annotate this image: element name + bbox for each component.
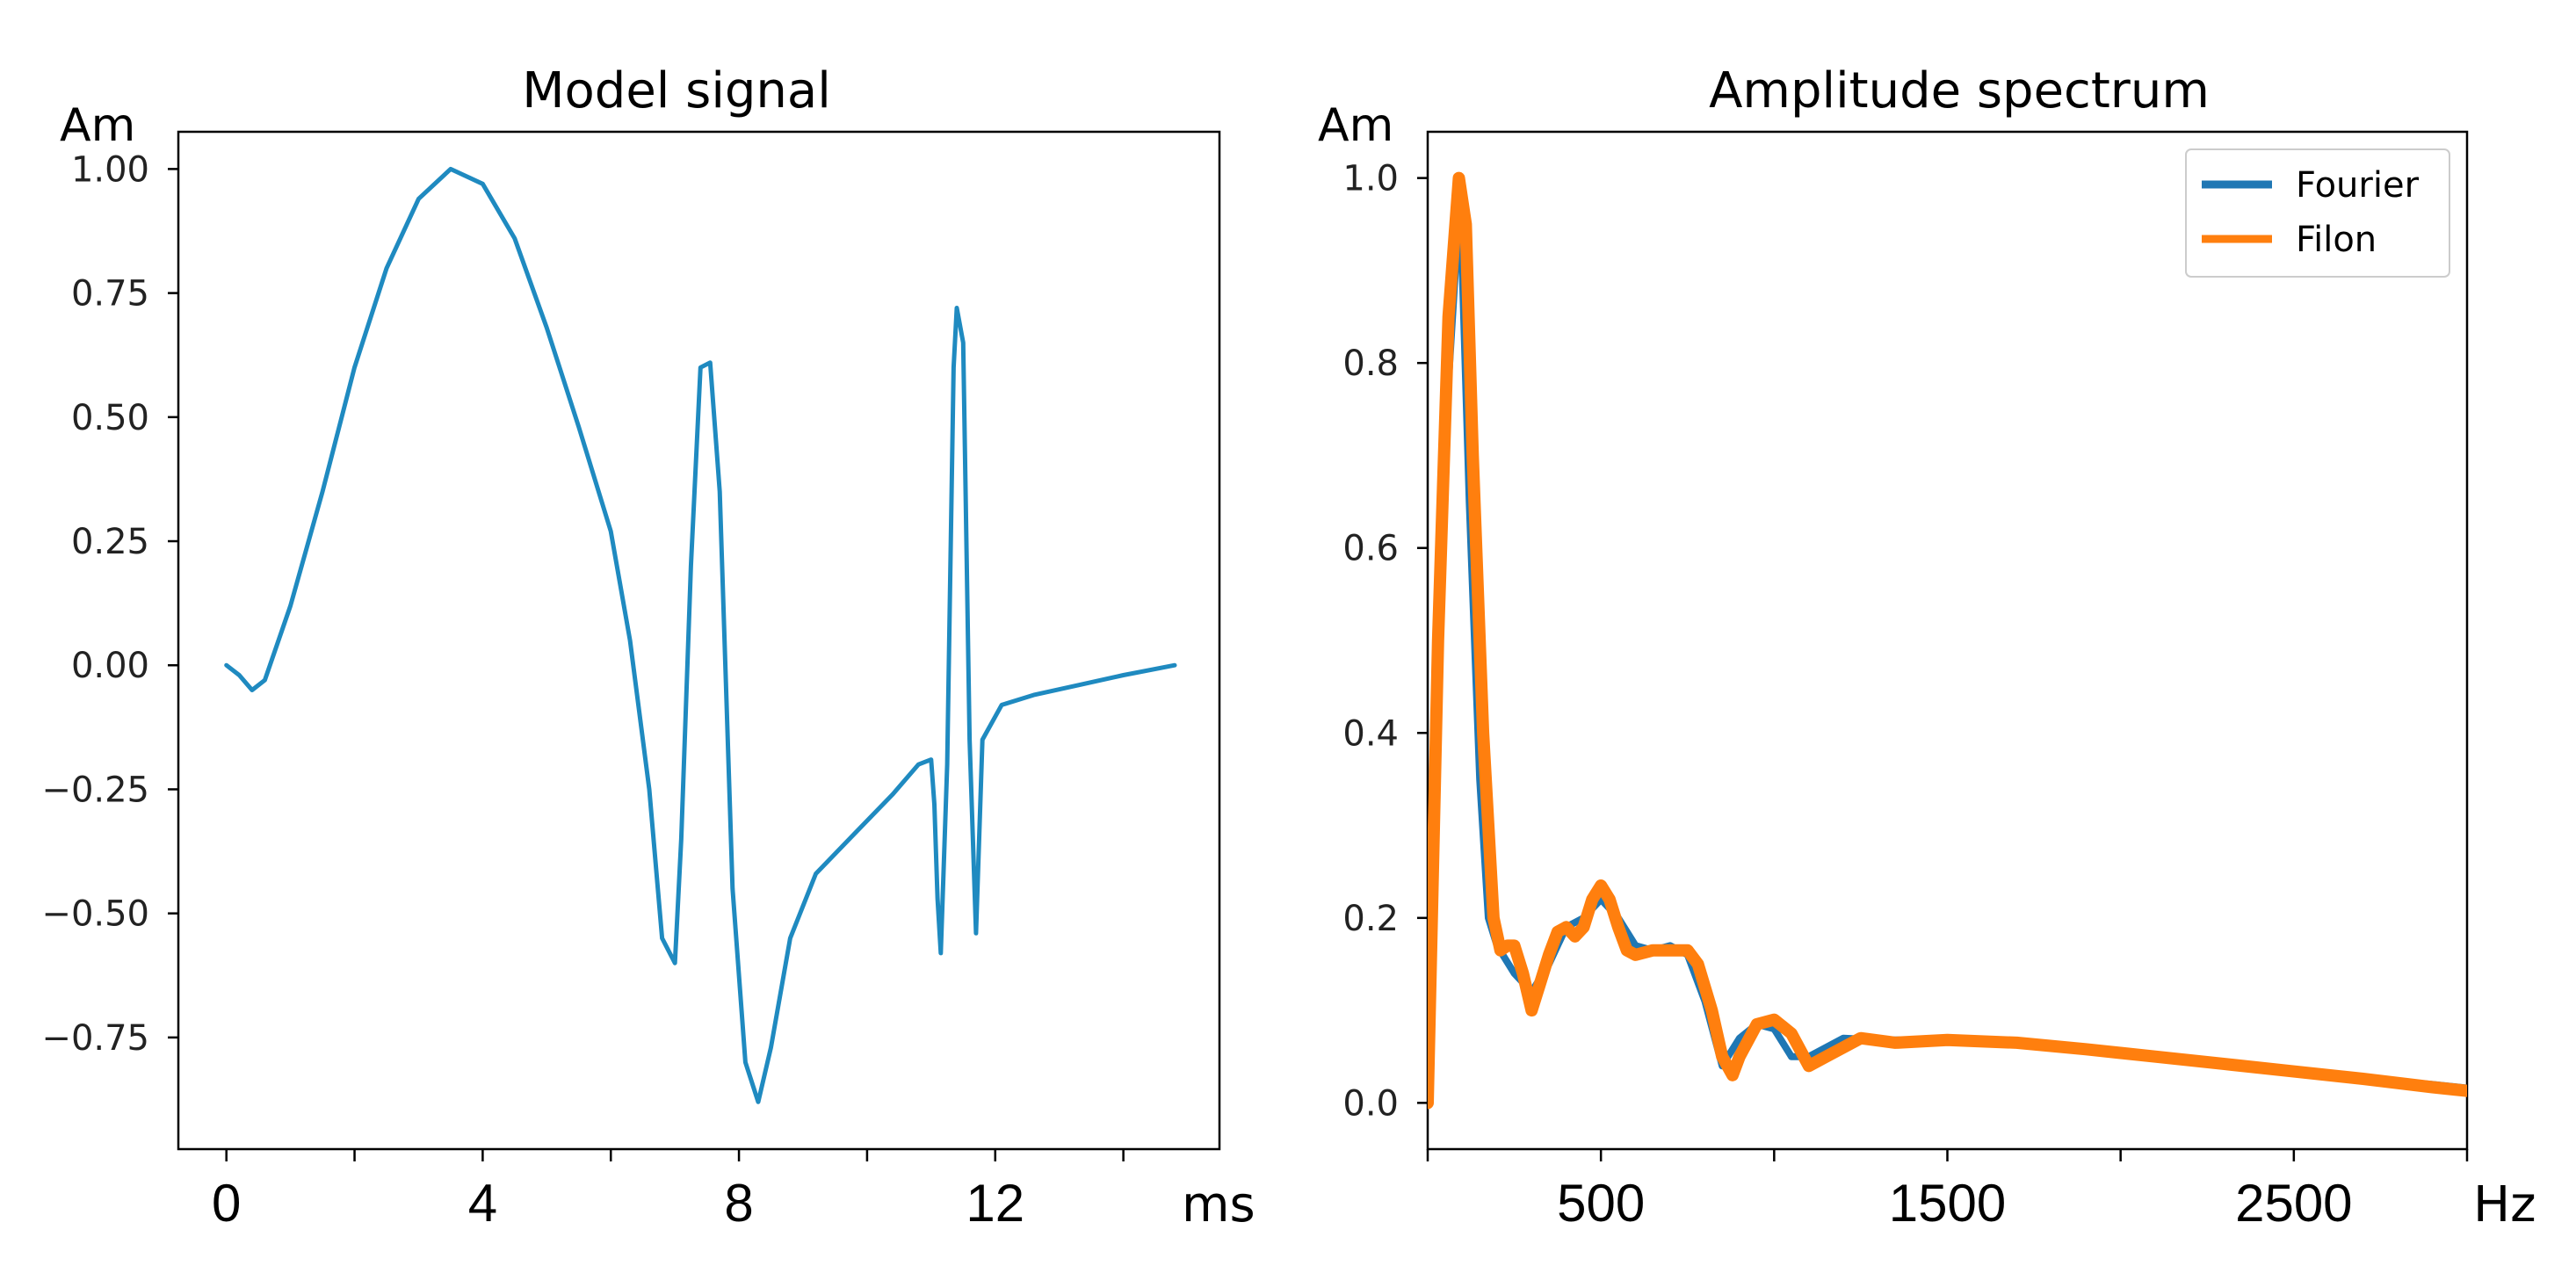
series-line-fourier	[1428, 239, 2467, 1107]
y-tick-label: 0.8	[1342, 344, 1399, 384]
chart-panel-2: Amplitude spectrum Am Hz 1.0 0.8 0.6 0.4 0.2 0.0…	[1318, 62, 2536, 1233]
y-tick-label: 0.00	[71, 646, 149, 686]
x-tick-label: 2500	[2235, 1174, 2352, 1233]
x-tick-label: 8	[724, 1174, 753, 1233]
legend: Fourier Filon	[2185, 148, 2450, 278]
legend-label-fourier: Fourier	[2296, 165, 2420, 206]
x-axis-label: ms	[1182, 1176, 1255, 1233]
chart-title: Model signal	[522, 62, 831, 119]
series-line-filon	[1428, 171, 2467, 1110]
legend-label-filon: Filon	[2296, 220, 2377, 260]
y-axis-label: Am	[1318, 99, 1393, 152]
y-tick-label: 1.00	[71, 149, 149, 190]
chart-title: Amplitude spectrum	[1709, 62, 2210, 119]
y-tick-label: 0.6	[1342, 529, 1399, 569]
plot-frame	[177, 130, 1221, 1151]
x-tick-label: 0	[212, 1174, 241, 1233]
x-axis-label: Hz	[2473, 1176, 2536, 1233]
plot-frame	[1426, 130, 2469, 1151]
y-tick-label: 0.2	[1342, 899, 1399, 939]
y-axis-label: Am	[60, 99, 135, 152]
y-tick-label: −0.50	[41, 894, 149, 935]
chart-panel-1: Model signal Am ms 1.00 0.75 0.50 0.25 0.00 −0.2…	[41, 62, 1255, 1233]
y-tick-label: 0.25	[71, 522, 149, 562]
x-tick-label: 500	[1557, 1174, 1645, 1233]
y-tick-label: 1.0	[1342, 159, 1399, 199]
x-tick-label: 12	[966, 1174, 1024, 1233]
y-tick-label: 0.4	[1342, 713, 1399, 754]
y-tick-label: 0.0	[1342, 1083, 1399, 1124]
x-tick-label: 4	[468, 1174, 497, 1233]
y-tick-label: −0.75	[41, 1018, 149, 1059]
y-tick-label: −0.25	[41, 770, 149, 810]
y-tick-label: 0.75	[71, 274, 149, 315]
y-tick-label: 0.50	[71, 398, 149, 438]
series-line-1	[224, 166, 1177, 1104]
x-tick-label: 1500	[1889, 1174, 2006, 1233]
